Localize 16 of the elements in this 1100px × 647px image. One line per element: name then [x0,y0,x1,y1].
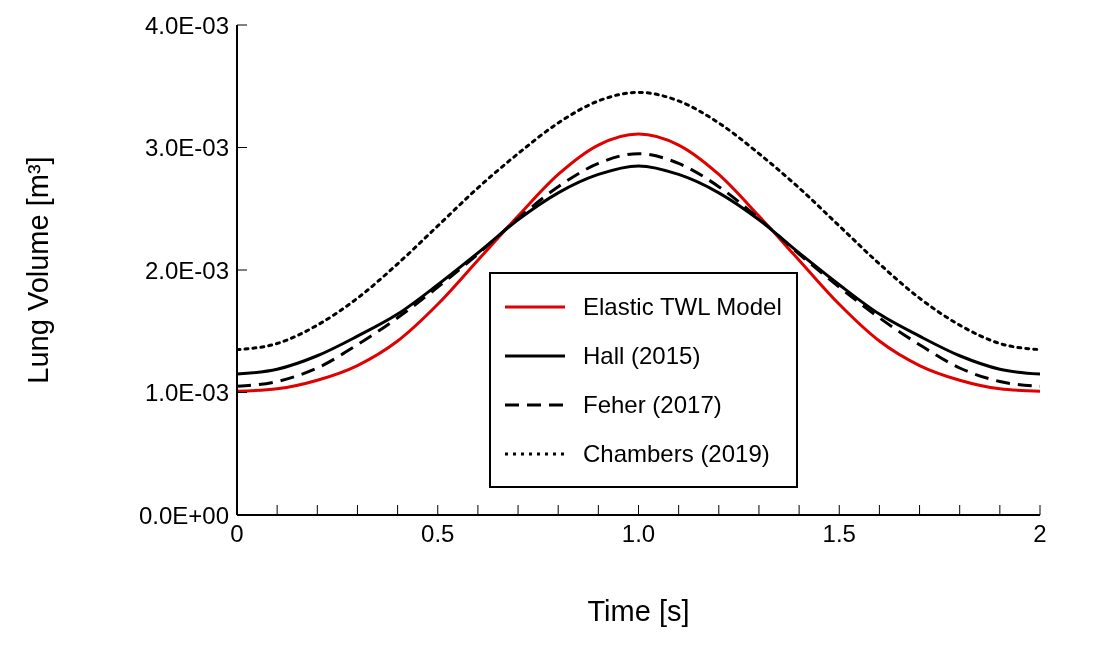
y-tick-label: 2.0E-03 [144,256,229,284]
legend-label: Chambers (2019) [583,439,770,468]
x-tick-label: 1.5 [822,520,856,548]
y-tick-label: 0.0E+00 [138,501,229,529]
y-tick-label: 1.0E-03 [144,379,229,407]
legend-label: Feher (2017) [583,390,722,419]
y-axis-title: Lung Volume [m³] [22,156,55,384]
x-axis-title: Time [s] [587,595,690,627]
x-tick-label: 2 [1033,520,1047,548]
x-tick-label: 0.5 [421,520,455,548]
x-tick-label: 1.0 [621,520,656,548]
legend-label: Elastic TWL Model [583,292,782,321]
x-tick-label: 0 [230,520,244,548]
legend-label: Hall (2015) [583,341,701,370]
y-tick-label: 3.0E-03 [144,134,229,162]
y-tick-label: 4.0E-03 [144,11,229,39]
